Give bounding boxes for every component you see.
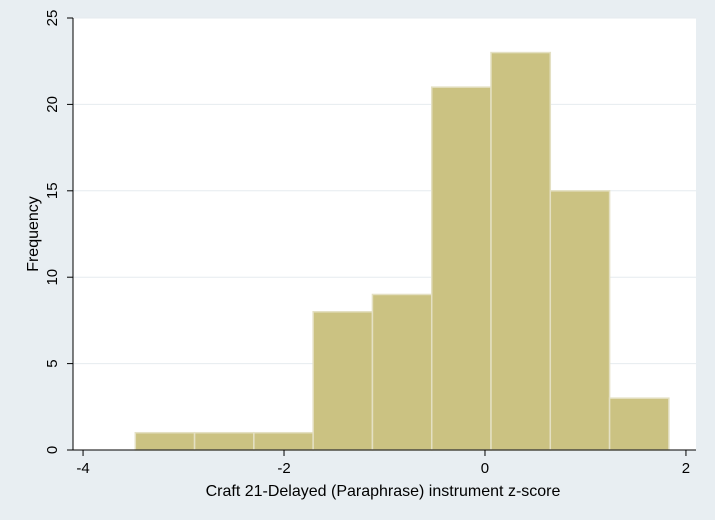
y-tick-label-3: 15 xyxy=(44,182,61,199)
y-tick-label-4: 20 xyxy=(44,96,61,113)
bar-3 xyxy=(312,311,374,451)
bars-group xyxy=(134,51,670,451)
y-tick-label-0: 0 xyxy=(44,446,61,454)
bar-6 xyxy=(490,51,552,451)
y-tick-label-1: 5 xyxy=(44,359,61,367)
axes-group xyxy=(67,17,696,456)
x-axis-title: Craft 21-Delayed (Paraphrase) instrument… xyxy=(206,483,561,500)
bar-7 xyxy=(549,190,611,451)
bar-0 xyxy=(134,431,196,451)
x-tick-label-0: -4 xyxy=(76,460,89,477)
x-tick-label-2: 0 xyxy=(481,460,489,477)
y-axis-title: Frequency xyxy=(25,196,42,272)
bar-1 xyxy=(193,431,255,451)
bar-4 xyxy=(371,293,433,451)
tick-labels-group: 0 5 10 15 20 25 -4 -2 0 2 xyxy=(44,10,690,477)
y-tick-label-2: 10 xyxy=(44,269,61,286)
bar-5 xyxy=(430,86,492,451)
x-tick-label-3: 2 xyxy=(682,460,690,477)
x-tick-label-1: -2 xyxy=(277,460,290,477)
bar-8 xyxy=(608,397,670,451)
y-tick-label-5: 25 xyxy=(44,10,61,27)
bar-2 xyxy=(253,431,314,451)
